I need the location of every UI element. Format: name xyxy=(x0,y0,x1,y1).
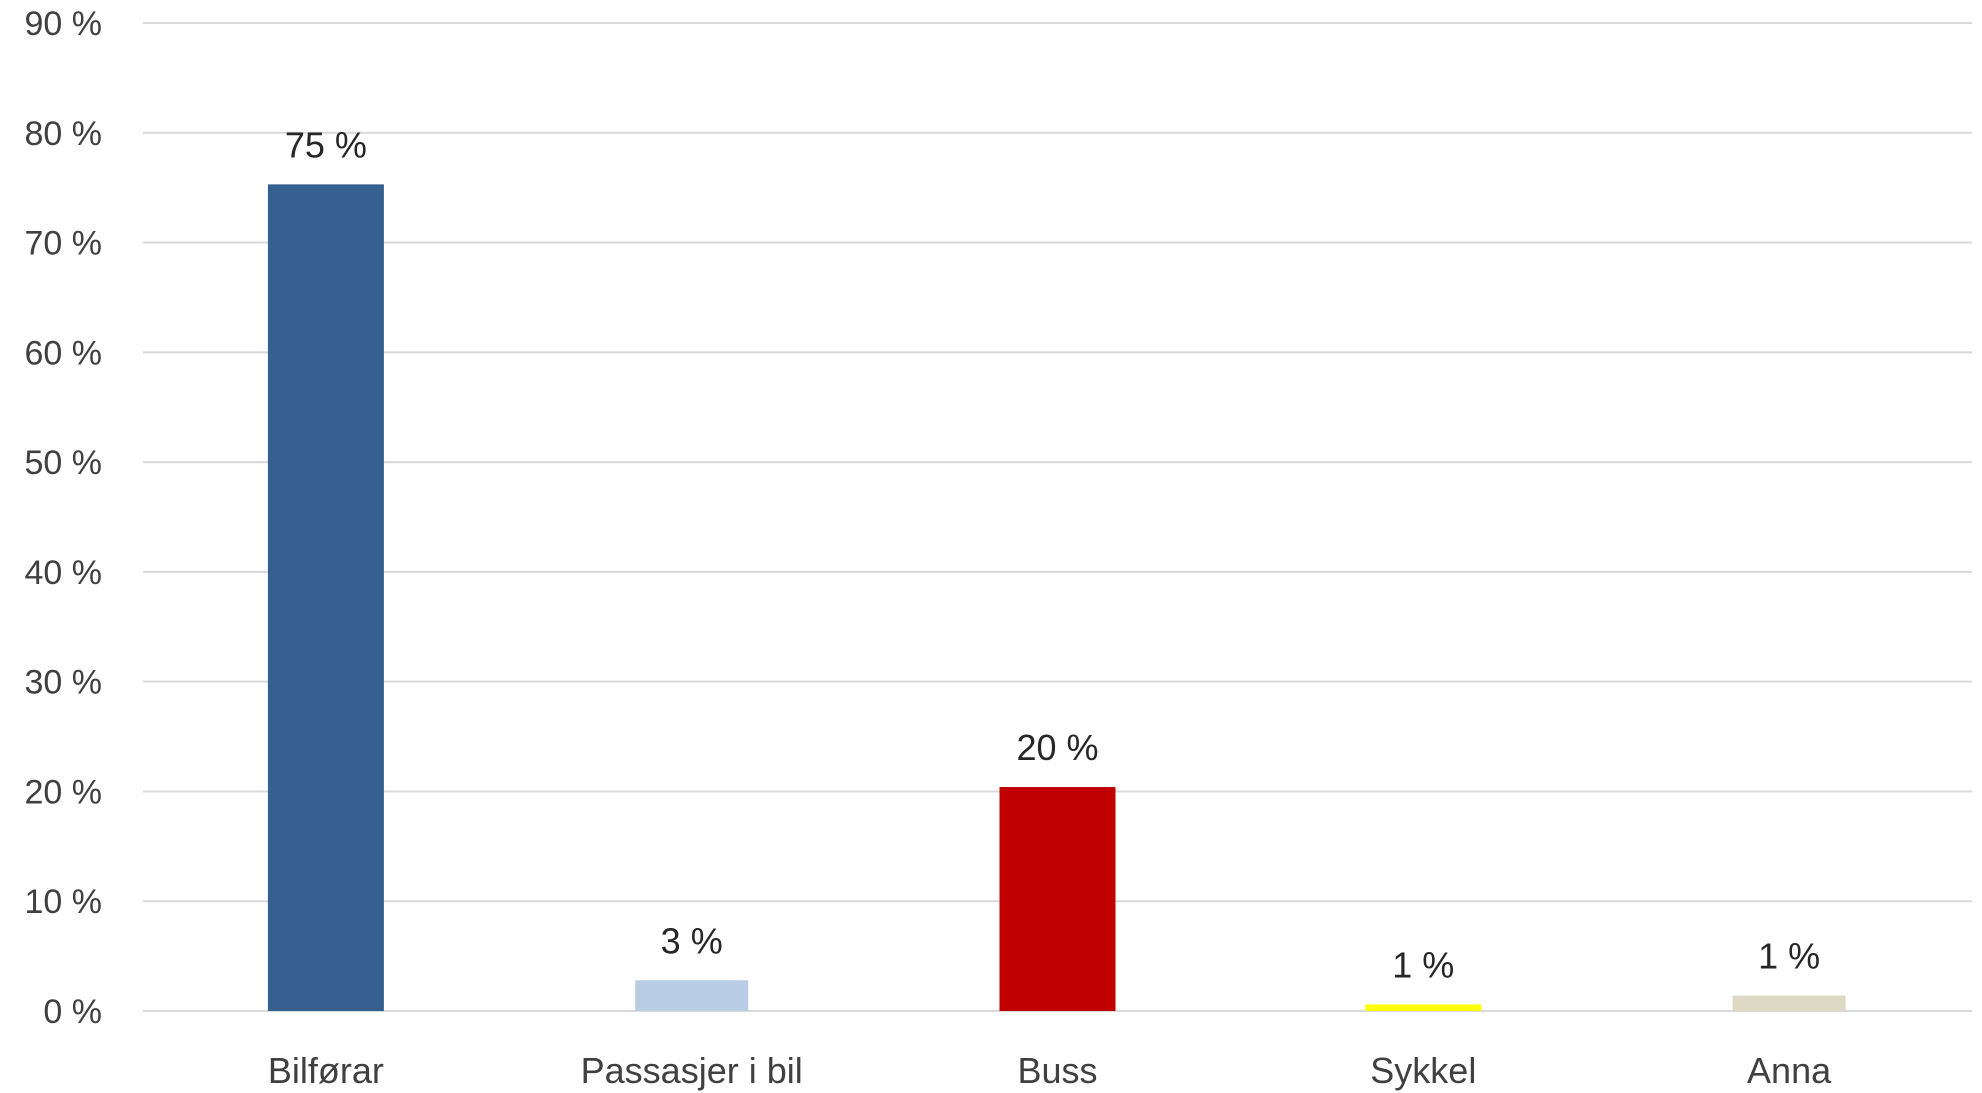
x-category-label: Bilførar xyxy=(268,1050,384,1091)
y-tick-label: 60 % xyxy=(25,334,103,372)
bar-5 xyxy=(1732,995,1846,1011)
y-tick-label: 50 % xyxy=(25,444,103,482)
data-label: 20 % xyxy=(1016,727,1098,768)
y-tick-label: 10 % xyxy=(25,883,103,921)
bar-3 xyxy=(999,787,1116,1011)
x-category-label: Passasjer i bil xyxy=(581,1050,803,1091)
data-label: 3 % xyxy=(661,920,723,961)
y-tick-label: 20 % xyxy=(25,773,103,811)
bar-1 xyxy=(267,184,384,1011)
bar-4 xyxy=(1365,1004,1482,1011)
x-category-label: Sykkel xyxy=(1370,1050,1476,1091)
y-tick-label: 70 % xyxy=(25,225,103,263)
bar-2 xyxy=(635,980,749,1011)
y-tick-label: 80 % xyxy=(25,115,103,153)
data-label: 1 % xyxy=(1758,936,1820,977)
x-category-label: Buss xyxy=(1017,1050,1097,1091)
y-tick-label: 90 % xyxy=(25,5,103,43)
x-axis-category-labels: Bilførar Passasjer i bil Buss Sykkel Anna xyxy=(268,1050,1832,1091)
data-label: 1 % xyxy=(1392,944,1454,985)
x-category-label: Anna xyxy=(1747,1050,1832,1091)
gridlines xyxy=(143,22,1972,1012)
data-label: 75 % xyxy=(285,124,367,165)
y-axis-tick-labels: 0 % 10 % 20 % 30 % 40 % 50 % 60 % 70 % 80 % 90 % xyxy=(25,5,103,1031)
bars xyxy=(267,184,1846,1011)
data-labels: 75 % 3 % 20 % 1 % 1 % xyxy=(285,124,1820,985)
y-tick-label: 30 % xyxy=(25,664,103,702)
y-tick-label: 40 % xyxy=(25,554,103,592)
y-tick-label: 0 % xyxy=(43,993,102,1031)
